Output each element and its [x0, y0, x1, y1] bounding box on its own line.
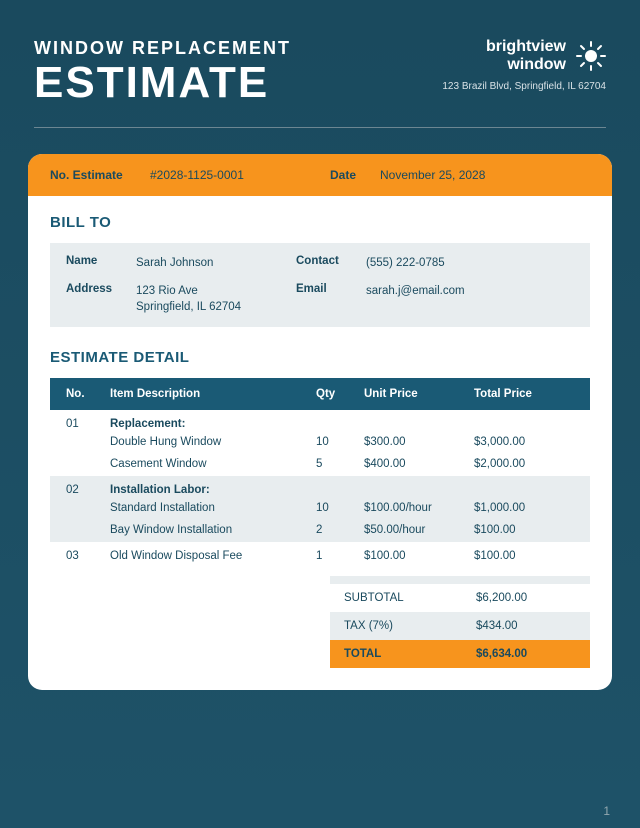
billto-email-label: Email — [296, 283, 366, 315]
main-title: ESTIMATE — [34, 61, 291, 105]
billto-grid: Name Sarah Johnson Contact (555) 222-078… — [50, 243, 590, 327]
cell-total: $2,000.00 — [474, 458, 574, 470]
cell-desc: Bay Window Installation — [110, 524, 316, 536]
cell-total: $100.00 — [474, 550, 574, 562]
estimate-date-value: November 25, 2028 — [380, 168, 485, 182]
cell-qty: 10 — [316, 436, 364, 448]
cell-desc: Old Window Disposal Fee — [110, 550, 316, 562]
billto-address: 123 Rio Ave Springfield, IL 62704 — [136, 283, 296, 315]
cell-unit: $300.00 — [364, 436, 474, 448]
subtotal-value: $6,200.00 — [476, 592, 576, 604]
cell-no: 01 — [66, 418, 110, 430]
table-subrow: Casement Window5$400.00$2,000.00 — [50, 454, 590, 476]
cell-unit: $100.00/hour — [364, 502, 474, 514]
cell-desc: Standard Installation — [110, 502, 316, 514]
billto-contact-label: Contact — [296, 255, 366, 271]
detail-table-head: No. Item Description Qty Unit Price Tota… — [50, 378, 590, 410]
card-body: BILL TO Name Sarah Johnson Contact (555)… — [28, 196, 612, 690]
col-no: No. — [66, 388, 110, 400]
cell-qty: 5 — [316, 458, 364, 470]
company-name: brightview window — [486, 38, 566, 75]
table-row: 01Replacement: — [50, 410, 590, 432]
tax-label: TAX (7%) — [344, 620, 476, 632]
header-divider — [34, 127, 606, 128]
company-block: brightview window — [442, 38, 606, 92]
cell-unit: $100.00 — [364, 550, 474, 562]
billto-title: BILL TO — [50, 214, 590, 231]
document-header: WINDOW REPLACEMENT ESTIMATE brightview w… — [0, 0, 640, 127]
detail-table-body: 01Replacement:Double Hung Window10$300.0… — [50, 410, 590, 570]
cell-qty: 1 — [316, 550, 364, 562]
summary-subtotal-row: SUBTOTAL $6,200.00 — [330, 584, 590, 612]
billto-name: Sarah Johnson — [136, 255, 296, 271]
cell-group-title: Installation Labor: — [110, 484, 316, 496]
billto-name-label: Name — [66, 255, 136, 271]
total-label: TOTAL — [344, 648, 476, 660]
logo-row: brightview window — [486, 38, 606, 75]
estimate-no-value: #2028-1125-0001 — [150, 168, 330, 182]
total-value: $6,634.00 — [476, 648, 576, 660]
company-name-line2: window — [486, 56, 566, 74]
summary-total-row: TOTAL $6,634.00 — [330, 640, 590, 668]
cell-group-title: Replacement: — [110, 418, 316, 430]
subtotal-label: SUBTOTAL — [344, 592, 476, 604]
cell-desc: Double Hung Window — [110, 436, 316, 448]
table-row: 03Old Window Disposal Fee1$100.00$100.00 — [50, 542, 590, 570]
summary-block: SUBTOTAL $6,200.00 TAX (7%) $434.00 TOTA… — [330, 576, 590, 668]
sun-icon — [576, 41, 606, 71]
cell-total: $1,000.00 — [474, 502, 574, 514]
summary-tax-row: TAX (7%) $434.00 — [330, 612, 590, 640]
summary-spacer — [330, 576, 590, 584]
estimate-date-label: Date — [330, 168, 380, 182]
cell-unit: $50.00/hour — [364, 524, 474, 536]
billto-email: sarah.j@email.com — [366, 283, 574, 315]
estimate-no-label: No. Estimate — [50, 168, 150, 182]
cell-total: $100.00 — [474, 524, 574, 536]
cell-no: 03 — [66, 550, 110, 562]
subtitle: WINDOW REPLACEMENT — [34, 38, 291, 59]
cell-unit: $400.00 — [364, 458, 474, 470]
billto-address-label: Address — [66, 283, 136, 315]
title-block: WINDOW REPLACEMENT ESTIMATE — [34, 38, 291, 105]
table-subrow: Standard Installation10$100.00/hour$1,00… — [50, 498, 590, 520]
cell-no: 02 — [66, 484, 110, 496]
cell-total: $3,000.00 — [474, 436, 574, 448]
col-total: Total Price — [474, 388, 574, 400]
table-row: 02Installation Labor: — [50, 476, 590, 498]
col-desc: Item Description — [110, 388, 316, 400]
billto-contact: (555) 222-0785 — [366, 255, 574, 271]
table-subrow: Bay Window Installation2$50.00/hour$100.… — [50, 520, 590, 542]
cell-qty: 10 — [316, 502, 364, 514]
company-name-line1: brightview — [486, 38, 566, 56]
detail-title: ESTIMATE DETAIL — [50, 349, 590, 366]
tax-value: $434.00 — [476, 620, 576, 632]
col-unit: Unit Price — [364, 388, 474, 400]
estimate-info-bar: No. Estimate #2028-1125-0001 Date Novemb… — [28, 154, 612, 196]
estimate-card: No. Estimate #2028-1125-0001 Date Novemb… — [28, 154, 612, 690]
page-number: 1 — [603, 804, 610, 818]
company-address: 123 Brazil Blvd, Springfield, IL 62704 — [442, 81, 606, 92]
col-qty: Qty — [316, 388, 364, 400]
cell-qty: 2 — [316, 524, 364, 536]
table-subrow: Double Hung Window10$300.00$3,000.00 — [50, 432, 590, 454]
cell-desc: Casement Window — [110, 458, 316, 470]
